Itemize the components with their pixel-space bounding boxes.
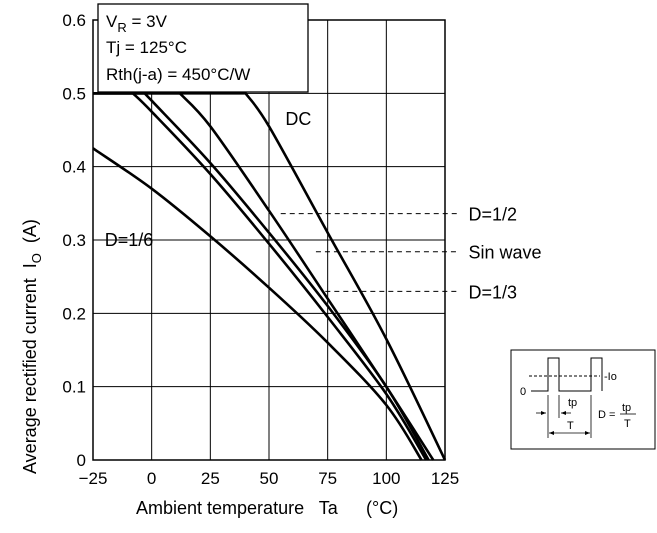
y-tick-label: 0.1 <box>62 378 86 397</box>
callout-lines: DC D=1/2 Sin wave D=1/3 D=1/6 <box>105 109 542 302</box>
y-axis-title-group: Average rectified currentIO(A) <box>20 219 44 474</box>
series-label-d-1-6: D=1/6 <box>105 230 154 250</box>
series-line-d-1-3 <box>93 92 428 461</box>
series-line-d-1-2 <box>93 92 435 461</box>
x-tick-label: 50 <box>260 469 279 488</box>
x-tick-label: 125 <box>431 469 459 488</box>
series-line-d-1-6 <box>92 147 423 461</box>
inset-tp-label: tp <box>568 397 577 409</box>
x-tick-label: 100 <box>372 469 400 488</box>
series-curves <box>92 91 447 461</box>
y-tick-label: 0.4 <box>62 158 86 177</box>
inset-frac-num: tp <box>622 402 631 414</box>
x-tick-label: 75 <box>318 469 337 488</box>
inset-io-label: -Io <box>604 371 617 383</box>
condition-vr: VR = 3V <box>106 12 168 35</box>
condition-rth: Rth(j-a) = 450°C/W <box>106 65 250 84</box>
series-line-dc <box>93 92 447 461</box>
series-line-sin-wave <box>93 91 430 461</box>
x-tick-label: 0 <box>147 469 156 488</box>
series-label-sin-wave: Sin wave <box>468 243 541 263</box>
y-tick-labels: 0 0.1 0.2 0.3 0.4 0.5 0.6 <box>62 11 86 470</box>
inset-zero-label: 0 <box>520 386 526 398</box>
y-tick-label: 0.6 <box>62 11 86 30</box>
y-axis-title: Average rectified currentIO(A) <box>20 219 44 474</box>
inset-frac-den: T <box>624 418 631 430</box>
condition-tj: Tj = 125°C <box>106 38 187 57</box>
y-tick-label: 0.3 <box>62 231 86 250</box>
x-tick-label: 25 <box>201 469 220 488</box>
series-label-d-1-3: D=1/3 <box>468 282 517 302</box>
inset-t-label: T <box>567 420 574 432</box>
x-axis-title: Ambient temperature Ta <box>136 498 339 518</box>
duty-cycle-inset: 0 -Io tp T D = tp T <box>510 349 656 450</box>
x-tick-labels: −25 0 25 50 75 100 125 <box>79 469 460 488</box>
series-label-d-1-2: D=1/2 <box>468 205 517 225</box>
y-tick-label: 0.5 <box>62 84 86 103</box>
conditions-box: VR = 3V Tj = 125°C Rth(j-a) = 450°C/W <box>97 3 309 93</box>
x-axis-unit: (°C) <box>366 498 398 518</box>
inset-d-label: D = <box>598 409 615 421</box>
y-tick-label: 0.2 <box>62 304 86 323</box>
y-tick-label: 0 <box>77 451 86 470</box>
x-tick-label: −25 <box>79 469 108 488</box>
series-label-dc: DC <box>285 109 311 129</box>
